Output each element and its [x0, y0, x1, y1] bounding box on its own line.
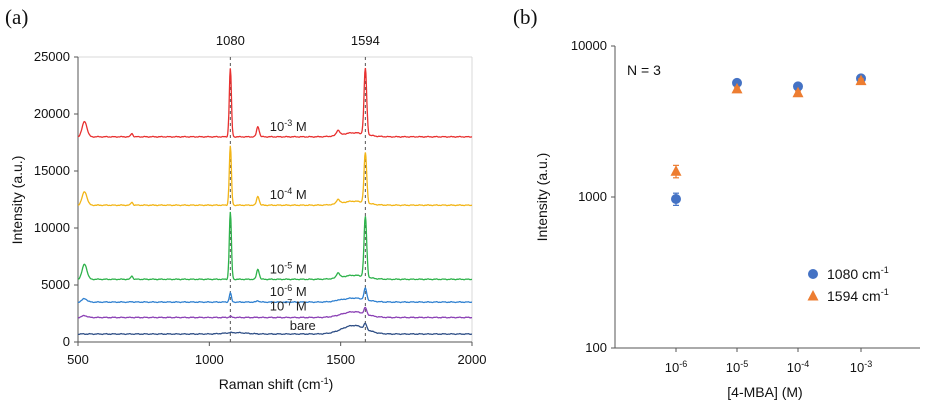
plot-b-x-axis-label: [4-MBA] (M)	[727, 384, 802, 400]
plot-b-y-tick-label: 1000	[578, 189, 607, 204]
data-point-triangle	[855, 74, 867, 86]
plot-a-y-tick-label: 5000	[41, 277, 70, 292]
plot-b-x-tick-label: 10-3	[850, 359, 872, 375]
legend-marker-circle	[808, 269, 818, 279]
panel-a-label: (a)	[5, 5, 28, 29]
plot-b-x-tick-label: 10-4	[787, 359, 809, 375]
series-label-0: 10-3 M	[270, 118, 307, 134]
intensity-vs-concentration-chart: N = 3 100 1000 10000 10-6 10-5 10-4 10-3 1080…	[534, 38, 920, 400]
series-label-4: 10-7 M	[270, 297, 307, 313]
peak-marker-label-1594: 1594	[351, 33, 380, 48]
plot-a-x-axis-label: Raman shift (cm-1)	[219, 376, 334, 392]
peak-marker-label-1080: 1080	[216, 33, 245, 48]
plot-b-x-tick-label: 10-6	[665, 359, 687, 375]
plot-a-y-tick-label: 10000	[34, 220, 70, 235]
plot-a-y-tick-label: 15000	[34, 163, 70, 178]
series-label-3: 10-6 M	[270, 283, 307, 299]
data-point-triangle	[670, 165, 682, 176]
sample-size-annotation: N = 3	[627, 62, 661, 78]
spectrum-line-5	[77, 322, 473, 336]
plot-a-x-tick-label: 2000	[458, 352, 487, 367]
plot-b-x-tick-label: 10-5	[726, 359, 748, 375]
data-point-circle	[732, 77, 742, 88]
spectrum-line-2	[77, 211, 473, 281]
series-label-5: bare	[290, 318, 316, 333]
data-point-triangle	[731, 82, 743, 94]
spectrum-line-0	[77, 67, 473, 138]
spectrum-line-4	[77, 306, 473, 319]
series-label-2: 10-5 M	[270, 260, 307, 276]
spectrum-line-1	[77, 145, 473, 207]
panel-b-label: (b)	[513, 5, 538, 29]
plot-a-y-tick-label: 20000	[34, 106, 70, 121]
plot-a-x-tick-label: 1500	[326, 352, 355, 367]
series-label-1: 10-4 M	[270, 186, 307, 202]
plot-a-y-tick-label: 25000	[34, 49, 70, 64]
legend-marker-triangle	[807, 290, 819, 301]
plot-b-y-tick-label: 10000	[571, 38, 607, 53]
legend-label-1: 1594 cm-1	[827, 287, 889, 304]
plot-a-x-tick-label: 1000	[195, 352, 224, 367]
legend-label-0: 1080 cm-1	[827, 265, 889, 282]
plot-b-y-axis-label: Intensity (a.u.)	[534, 153, 550, 242]
plot-b-y-tick-label: 100	[585, 340, 607, 355]
spectrum-line-3	[77, 286, 473, 304]
data-point-circle	[793, 81, 803, 92]
data-point-circle	[671, 193, 681, 204]
data-point-triangle	[792, 86, 804, 98]
plot-a-x-tick-label: 500	[67, 352, 89, 367]
plot-a-y-axis-label: Intensity (a.u.)	[9, 156, 25, 245]
plot-a-y-tick-label: 0	[63, 334, 70, 349]
raman-spectra-chart: 0 5000 10000 15000 20000 25000 500 1000 1500 200…	[9, 33, 486, 392]
